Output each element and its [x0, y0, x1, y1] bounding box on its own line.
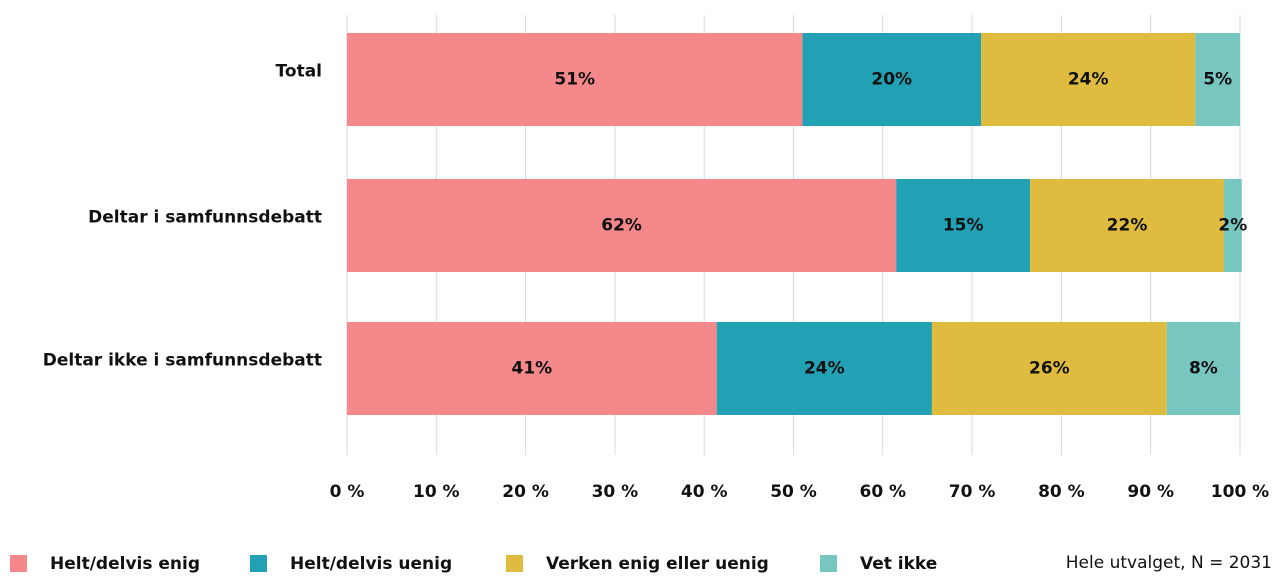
- data-label: 8%: [1189, 359, 1218, 379]
- x-tick-label: 70 %: [949, 482, 996, 502]
- data-label: 62%: [601, 216, 642, 236]
- data-label: 20%: [871, 70, 912, 90]
- legend-swatch: [250, 555, 267, 572]
- data-label: 26%: [1029, 359, 1070, 379]
- x-tick-label: 90 %: [1127, 482, 1174, 502]
- note: Hele utvalget, N = 2031: [1066, 553, 1272, 573]
- x-tick-label: 100 %: [1211, 482, 1269, 502]
- x-tick-label: 20 %: [502, 482, 549, 502]
- data-label: 5%: [1203, 70, 1232, 90]
- x-tick-label: 40 %: [681, 482, 728, 502]
- x-tick-label: 0 %: [330, 482, 365, 502]
- x-tick-label: 80 %: [1038, 482, 1085, 502]
- data-label: 24%: [804, 359, 845, 379]
- bar-segment: [1166, 322, 1240, 415]
- bar-segment: [981, 33, 1196, 126]
- x-tick-label: 60 %: [859, 482, 906, 502]
- bar-segment: [802, 33, 982, 126]
- bar-segment: [347, 179, 897, 272]
- bar-segment: [347, 322, 717, 415]
- data-label: 2%: [1218, 216, 1247, 236]
- bar-segment: [1030, 179, 1224, 272]
- category-label: Deltar i samfunnsdebatt: [88, 208, 322, 228]
- bar-segment: [896, 179, 1031, 272]
- category-label: Total: [276, 62, 322, 82]
- legend-label: Verken enig eller uenig: [546, 554, 769, 574]
- x-tick-label: 30 %: [592, 482, 639, 502]
- bar-segment: [716, 322, 932, 415]
- data-label: 41%: [511, 359, 552, 379]
- legend-label: Helt/delvis uenig: [290, 554, 452, 574]
- legend-label: Helt/delvis enig: [50, 554, 200, 574]
- bar-segment: [1223, 179, 1242, 272]
- data-label: 15%: [943, 216, 984, 236]
- bar-segment: [347, 33, 803, 126]
- data-label: 22%: [1107, 216, 1148, 236]
- x-tick-label: 50 %: [770, 482, 817, 502]
- category-label: Deltar ikke i samfunnsdebatt: [43, 351, 322, 371]
- legend-label: Vet ikke: [860, 554, 937, 574]
- legend-swatch: [10, 555, 27, 572]
- bar-segment: [931, 322, 1167, 415]
- x-tick-label: 10 %: [413, 482, 460, 502]
- bar-segment: [1195, 33, 1240, 126]
- legend-swatch: [506, 555, 523, 572]
- legend-swatch: [820, 555, 837, 572]
- data-label: 51%: [554, 70, 595, 90]
- data-label: 24%: [1068, 70, 1109, 90]
